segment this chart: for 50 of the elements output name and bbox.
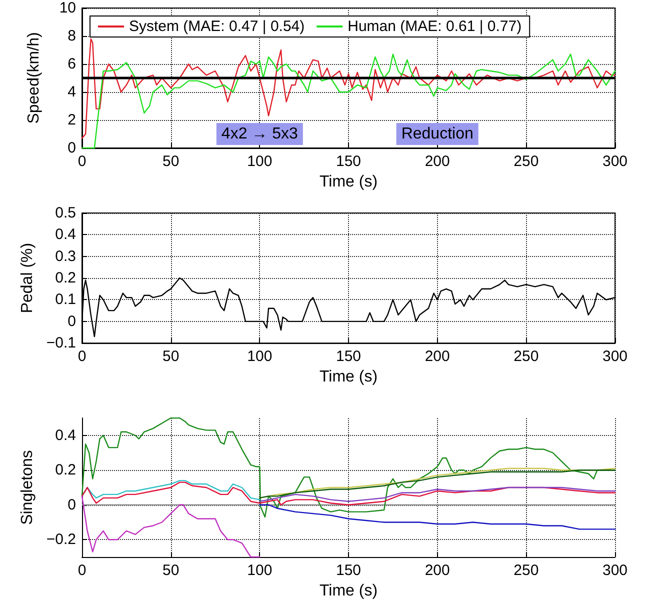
x-tick-label: 100 — [247, 153, 272, 170]
x-tick-label: 150 — [336, 348, 362, 366]
y-tick-label: 0 — [68, 312, 76, 330]
y-tick-label: 0 — [68, 140, 76, 156]
y-tick-label: 0.2 — [55, 270, 76, 287]
y-tick-label: 4 — [68, 84, 76, 100]
x-tick-label: 150 — [336, 562, 362, 579]
x-tick-label: 200 — [424, 153, 450, 170]
y-tick-label: 2 — [68, 112, 76, 128]
y-axis-title: Singletons — [18, 450, 36, 525]
x-tick-label: 150 — [336, 153, 362, 170]
x-axis-title: Time (s) — [319, 582, 378, 600]
x-tick-label: 100 — [247, 348, 272, 366]
y-tick-label: 0.2 — [55, 462, 76, 479]
line-series — [259, 504, 616, 530]
x-tick-label: 250 — [514, 153, 539, 170]
x-tick-label: 100 — [247, 562, 272, 579]
x-tick-label: 300 — [602, 348, 628, 366]
x-axis-title: Time (s) — [319, 368, 378, 386]
y-tick-label: −0.2 — [46, 531, 76, 548]
line-series — [259, 486, 616, 502]
y-tick-label: 0.1 — [55, 291, 76, 308]
legend-label: System (MAE: 0.47 | 0.54) — [129, 18, 305, 35]
y-tick-label: 6 — [68, 56, 76, 72]
annotation: 4x2 → 5x3 — [221, 126, 298, 142]
y-tick-label: 0.4 — [55, 426, 76, 444]
y-axis-title: Speed(km/h) — [26, 32, 42, 124]
x-axis-title: Time (s) — [319, 173, 378, 190]
y-tick-label: −0.1 — [46, 334, 76, 352]
x-tick-label: 300 — [602, 562, 628, 579]
x-tick-label: 50 — [162, 153, 180, 170]
y-tick-label: 0.4 — [55, 226, 76, 244]
x-tick-label: 300 — [602, 153, 628, 170]
annotation: Reduction — [401, 126, 474, 142]
legend-label: Human (MAE: 0.61 | 0.77) — [348, 18, 522, 35]
line-series — [81, 38, 616, 139]
y-axis-title: Pedal (%) — [18, 242, 36, 314]
x-tick-label: 200 — [424, 348, 450, 366]
y-tick-label: 0.5 — [55, 204, 76, 222]
x-tick-label: 250 — [514, 562, 539, 579]
line-series — [81, 496, 260, 558]
y-tick-label: 10 — [59, 0, 76, 16]
x-tick-label: 50 — [162, 562, 180, 579]
y-tick-label: 8 — [68, 28, 76, 44]
y-tick-label: 0.3 — [55, 248, 76, 265]
line-series — [81, 482, 616, 506]
y-tick-label: 0 — [68, 496, 76, 514]
x-tick-label: 200 — [424, 562, 450, 579]
x-tick-label: 50 — [162, 348, 180, 366]
x-tick-label: 250 — [514, 348, 539, 366]
